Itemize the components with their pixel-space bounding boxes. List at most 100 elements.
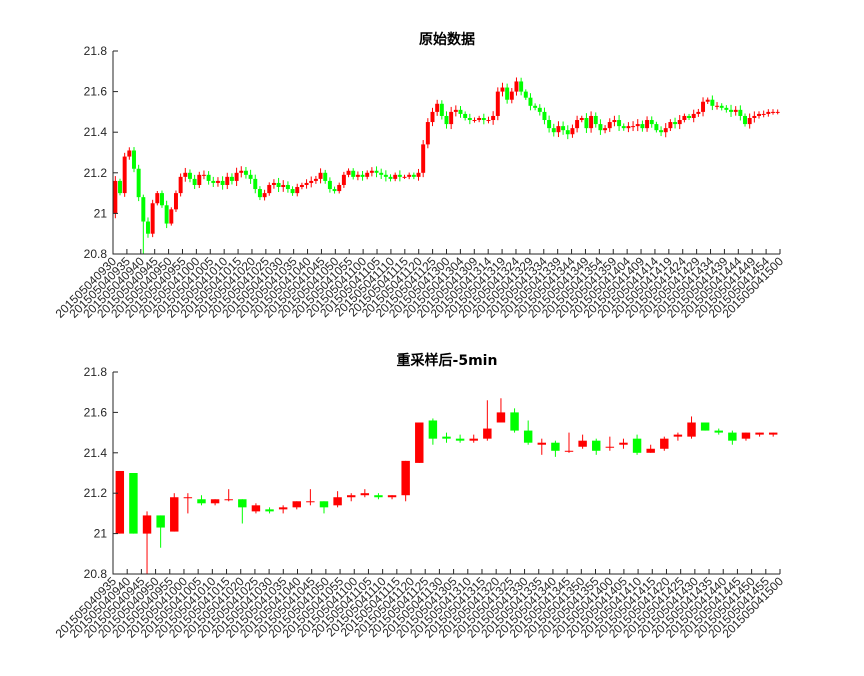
top-chart-candle-body: [416, 172, 421, 177]
top-chart-candle-body: [593, 115, 598, 125]
top-chart-candle-body: [738, 109, 743, 116]
top-chart-candle-body: [617, 120, 622, 127]
top-chart-candle-body: [733, 109, 738, 112]
bottom-chart-candle-body: [428, 420, 438, 439]
top-chart-candle-body: [360, 174, 365, 177]
top-chart-candle-body: [719, 105, 724, 108]
bottom-chart-candle-body: [755, 432, 764, 435]
bottom-chart-candle-body: [687, 422, 696, 437]
top-chart-x-axis: 2015050409302015050409352015050409402015…: [53, 249, 786, 321]
top-chart-candle-body: [201, 174, 206, 176]
top-chart-candle-body: [775, 111, 780, 113]
top-chart-candle-body: [211, 180, 216, 183]
top-chart-candle-body: [612, 120, 617, 123]
top-chart-candle-body: [304, 182, 309, 185]
top-chart-candle-body: [654, 124, 659, 131]
bottom-chart-candle-body: [605, 446, 615, 448]
top-chart-candle-body: [351, 170, 356, 177]
top-chart-candle-body: [556, 126, 561, 133]
top-chart-candle-body: [542, 111, 547, 121]
bottom-chart-axis-lines: [112, 372, 780, 575]
top-chart-candle-body: [192, 178, 197, 185]
bottom-chart-candle-body: [210, 499, 220, 504]
bottom-chart-candle-body: [292, 501, 301, 508]
bottom-chart-ytick-label: 21.8: [84, 365, 108, 379]
top-chart-candle-body: [761, 113, 766, 115]
top-chart-candle-body: [229, 176, 234, 181]
top-chart-ytick-label: 21.8: [84, 44, 108, 58]
bottom-chart-candle-body: [660, 438, 669, 449]
top-chart-candle-body: [659, 130, 664, 133]
top-chart-candle-body: [430, 111, 435, 123]
top-chart-candle-body: [127, 150, 132, 157]
top-chart-candle-body: [509, 91, 514, 100]
top-chart-candle-body: [318, 172, 323, 179]
top-chart-title: 原始数据: [419, 31, 475, 48]
top-chart-candle-body: [458, 109, 463, 114]
top-chart-candle-body: [178, 176, 183, 194]
top-chart-candle-body: [187, 172, 192, 179]
top-chart-candle-body: [439, 103, 444, 116]
bottom-chart-candle-body: [700, 422, 710, 431]
top-chart-candle-body: [243, 170, 248, 175]
top-chart-candle-body: [411, 174, 416, 177]
top-chart-axis-lines: [112, 51, 780, 255]
top-chart-candle-body: [257, 189, 262, 198]
bottom-chart-candle-body: [578, 440, 587, 447]
top-chart-candle-body: [159, 193, 164, 206]
top-chart-candle-body: [281, 184, 286, 188]
bottom-chart-candles: [115, 398, 778, 574]
bottom-chart-ytick-label: 21.2: [84, 486, 108, 500]
top-chart-candle-body: [276, 182, 281, 188]
top-chart-candle-body: [640, 124, 645, 129]
top-chart-candle-body: [547, 120, 552, 129]
top-chart-candle-body: [267, 184, 272, 194]
bottom-chart-candle-body: [142, 515, 152, 534]
top-chart-candle-body: [215, 180, 220, 183]
top-chart-candle-body: [589, 115, 594, 129]
top-chart-candle-body: [206, 174, 211, 181]
bottom-chart-candle-body: [469, 438, 478, 441]
top-chart-candle-body: [313, 178, 318, 181]
bottom-chart-y-axis: 20.8 21 21.2 21.4 21.6 21.8: [84, 365, 118, 581]
top-chart-candle-body: [453, 109, 458, 112]
bottom-chart-ytick-label: 21: [94, 527, 108, 541]
top-chart-candle-body: [369, 170, 374, 173]
top-chart-candle-body: [715, 105, 720, 107]
top-chart-candle-body: [519, 81, 524, 92]
bottom-chart-candle-body: [673, 434, 683, 437]
bottom-chart-ytick-label: 20.8: [84, 567, 108, 581]
top-chart-candle-body: [118, 180, 122, 194]
top-chart-candle-body: [752, 115, 757, 118]
top-chart-candle-body: [173, 193, 178, 210]
top-chart-candle-body: [486, 120, 491, 122]
top-chart-candle-body: [379, 172, 384, 175]
top-chart-candle-body: [729, 109, 734, 112]
top-chart-candle-body: [234, 172, 239, 181]
bottom-chart-candle-body: [714, 430, 723, 433]
bottom-chart-candle-body: [333, 497, 342, 506]
bottom-chart-candle-body: [265, 509, 274, 512]
top-chart-candle-body: [747, 117, 752, 125]
top-chart-candle-body: [621, 126, 626, 129]
bottom-chart-candle-body: [768, 432, 778, 435]
top-chart-candle-body: [649, 120, 654, 125]
bottom-chart-candle-body: [346, 495, 356, 498]
top-chart-candle-body: [435, 103, 440, 112]
top-chart-candle-body: [579, 117, 584, 121]
top-chart-candle-body: [309, 180, 314, 183]
top-chart-candles: [113, 77, 780, 254]
bottom-chart-candle-body: [646, 448, 655, 453]
top-chart-candle-body: [197, 174, 202, 185]
top-chart-candle-body: [663, 128, 668, 133]
top-chart-candle-body: [183, 172, 188, 177]
top-chart-y-axis: 20.8 21 21.2 21.4 21.6 21.8: [84, 44, 118, 261]
bottom-chart-candle-body: [156, 515, 165, 528]
top-chart-candle-body: [467, 117, 472, 121]
top-chart-candle-body: [481, 117, 486, 121]
top-chart-candle-body: [463, 113, 468, 118]
top-chart-candle-body: [682, 115, 687, 121]
bottom-chart-candle-body: [442, 436, 451, 439]
top-chart-candle-body: [421, 144, 426, 173]
